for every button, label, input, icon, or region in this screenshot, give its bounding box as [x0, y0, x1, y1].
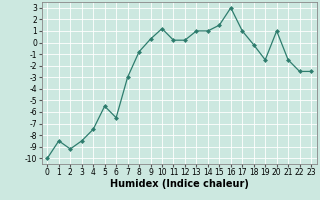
X-axis label: Humidex (Indice chaleur): Humidex (Indice chaleur): [110, 179, 249, 189]
